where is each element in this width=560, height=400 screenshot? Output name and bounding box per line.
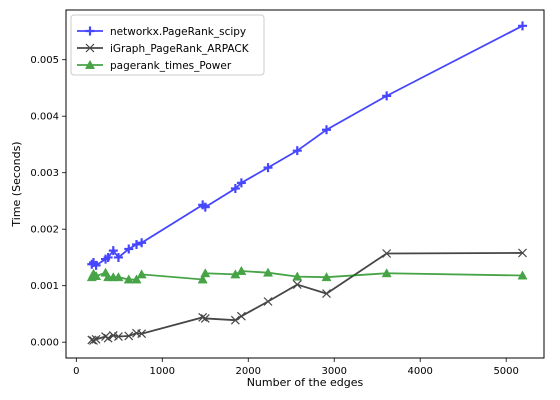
data-point bbox=[91, 334, 101, 344]
data-point bbox=[200, 314, 210, 323]
y-axis-label: Time (Seconds) bbox=[10, 141, 23, 227]
data-point bbox=[263, 267, 274, 277]
y-tick-label: 0.003 bbox=[30, 168, 59, 179]
legend-swatch-marker bbox=[84, 59, 96, 69]
data-point bbox=[236, 265, 247, 275]
data-point bbox=[124, 244, 134, 254]
series-3 bbox=[86, 265, 528, 284]
data-point bbox=[137, 329, 147, 339]
data-point bbox=[321, 272, 332, 282]
x-tick-label: 5000 bbox=[493, 366, 518, 377]
data-point bbox=[200, 202, 210, 212]
y-tick-label: 0.000 bbox=[30, 338, 59, 349]
series-1 bbox=[87, 21, 528, 270]
data-point bbox=[136, 269, 147, 279]
x-axis-label: Number of the edges bbox=[247, 376, 364, 389]
data-point bbox=[230, 184, 240, 194]
data-point bbox=[103, 333, 113, 343]
series-layer bbox=[86, 21, 528, 345]
data-point bbox=[108, 246, 118, 256]
data-point bbox=[113, 272, 124, 282]
x-tick-label: 2000 bbox=[236, 366, 261, 377]
data-point bbox=[113, 252, 123, 262]
data-point bbox=[200, 268, 211, 278]
data-point bbox=[321, 125, 331, 135]
series-2 bbox=[87, 248, 527, 345]
y-tick-label: 0.005 bbox=[30, 55, 59, 66]
x-tick-label: 4000 bbox=[407, 366, 432, 377]
legend-swatch-marker bbox=[85, 26, 95, 36]
data-point bbox=[124, 331, 134, 341]
x-axis-ticks: 0 1000 2000 3000 4000 5000 bbox=[73, 358, 519, 377]
x-tick-label: 1000 bbox=[150, 366, 175, 377]
legend-swatch-marker bbox=[85, 43, 95, 53]
legend-label: iGraph_PageRank_ARPACK bbox=[110, 43, 250, 55]
data-point bbox=[198, 312, 208, 322]
data-point bbox=[131, 239, 141, 249]
legend-label: pagerank_times_Power bbox=[110, 60, 232, 72]
data-point bbox=[236, 178, 246, 188]
data-point bbox=[292, 146, 302, 156]
data-point bbox=[518, 248, 527, 258]
data-point bbox=[87, 259, 97, 269]
data-point bbox=[101, 332, 110, 341]
x-tick-label: 3000 bbox=[322, 366, 347, 377]
data-point bbox=[382, 249, 392, 258]
data-point bbox=[91, 270, 102, 281]
data-point bbox=[517, 270, 528, 280]
y-tick-label: 0.002 bbox=[30, 225, 59, 236]
data-point bbox=[518, 21, 528, 31]
data-point bbox=[89, 336, 98, 345]
data-point bbox=[292, 280, 302, 289]
legend-box bbox=[70, 14, 265, 76]
legend-swatch bbox=[77, 43, 103, 53]
data-point bbox=[137, 238, 147, 248]
data-point bbox=[123, 274, 134, 284]
x-tick-label: 0 bbox=[73, 366, 79, 377]
data-point bbox=[322, 289, 331, 299]
data-point bbox=[381, 268, 392, 278]
data-point bbox=[114, 332, 123, 341]
data-point bbox=[103, 252, 113, 262]
y-tick-label: 0.001 bbox=[30, 281, 59, 292]
data-point bbox=[131, 274, 142, 284]
data-point bbox=[292, 271, 303, 281]
legend-swatch bbox=[77, 26, 103, 36]
legend-entry-2: iGraph_PageRank_ARPACK bbox=[77, 43, 250, 55]
data-point bbox=[263, 297, 273, 306]
legend-entry-3: pagerank_times_Power bbox=[77, 59, 232, 72]
data-point bbox=[236, 311, 246, 321]
legend-label: networkx.PageRank_scipy bbox=[110, 26, 246, 38]
data-point bbox=[263, 163, 273, 173]
legend: networkx.PageRank_scipy iGraph_PageRank_A… bbox=[70, 14, 265, 76]
y-axis-ticks: 0.000 0.001 0.002 0.003 0.004 0.005 bbox=[30, 55, 66, 349]
data-point bbox=[230, 315, 240, 325]
legend-swatch bbox=[77, 59, 103, 69]
data-point bbox=[91, 260, 101, 270]
data-point bbox=[108, 330, 118, 340]
data-point bbox=[382, 91, 392, 101]
plot-frame bbox=[65, 9, 545, 359]
y-tick-label: 0.004 bbox=[30, 112, 59, 123]
data-point bbox=[197, 274, 208, 284]
legend-entry-1: networkx.PageRank_scipy bbox=[77, 26, 246, 38]
